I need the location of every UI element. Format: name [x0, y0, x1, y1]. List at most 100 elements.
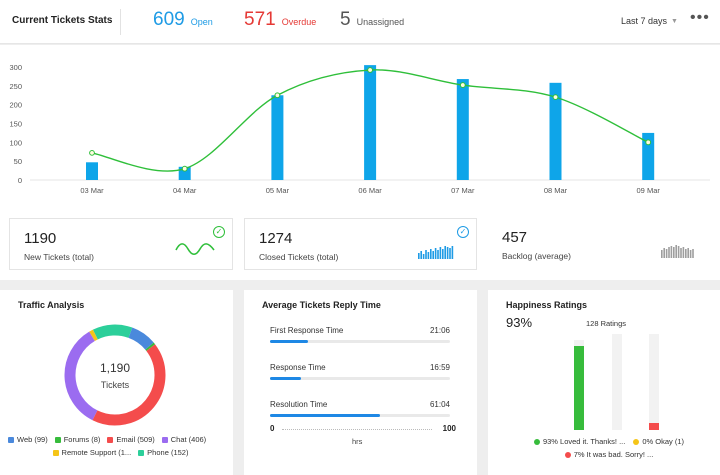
check-circle-icon: ✓ — [213, 226, 225, 238]
sparkline-bar — [446, 247, 449, 259]
closed-tickets-card[interactable]: 1274 Closed Tickets (total) ✓ — [244, 218, 477, 270]
overdue-stat[interactable]: 571 Overdue — [244, 9, 316, 31]
y-tick-label: 300 — [9, 63, 22, 72]
x-tick-label: 03 Mar — [80, 186, 104, 195]
backlog-card[interactable]: 457 Backlog (average) — [488, 218, 712, 270]
donut-segment[interactable] — [145, 342, 156, 351]
bar[interactable] — [549, 82, 562, 180]
bar[interactable] — [642, 132, 655, 180]
donut-segment[interactable] — [64, 331, 98, 421]
donut-segment[interactable] — [92, 324, 133, 340]
date-range-label: Last 7 days — [621, 16, 668, 26]
scale-max: 100 — [442, 424, 456, 433]
sparkline-bar — [439, 247, 442, 259]
sparkline-bar — [444, 246, 446, 259]
metric-track — [270, 340, 450, 343]
sparkline-bar — [449, 248, 451, 259]
sparkline-bar — [665, 249, 668, 258]
legend-label: Web (99) — [17, 435, 48, 444]
legend-swatch — [52, 449, 59, 456]
legend-dot — [533, 438, 540, 445]
trend-point[interactable] — [367, 67, 374, 73]
donut-segment[interactable] — [89, 329, 98, 342]
bar[interactable] — [364, 65, 377, 180]
traffic-analysis-panel: Traffic Analysis 1,190 Tickets Web (99) … — [0, 290, 233, 475]
new-tickets-value: 1190 — [24, 230, 57, 247]
sparkline-bar — [661, 250, 663, 258]
x-tick-label: 05 Mar — [266, 186, 290, 195]
sparkline-bar — [687, 248, 689, 258]
legend-swatch — [161, 436, 168, 443]
sparkline-bar — [442, 249, 444, 259]
new-tickets-label: New Tickets (total) — [24, 252, 94, 262]
ratings-count: 128 Ratings — [586, 319, 627, 328]
date-range-dropdown[interactable]: Last 7 days ▼ — [621, 16, 678, 26]
trend-point[interactable] — [552, 94, 559, 101]
okay-bar[interactable] — [612, 334, 622, 430]
sparkline-bar — [685, 249, 687, 258]
happiness-percent: 93% — [506, 315, 533, 330]
backlog-label: Backlog (average) — [502, 251, 571, 261]
closed-tickets-label: Closed Tickets (total) — [259, 252, 339, 262]
happiness-panel: Happiness Ratings 93% 128 Ratings 93% Lo… — [488, 290, 720, 475]
y-tick-label: 100 — [9, 138, 22, 147]
header-divider — [120, 9, 121, 35]
legend-label: 0% Okay (1) — [642, 437, 685, 446]
happiness-legend: 93% Loved it. Thanks! ... 0% Okay (1) 7%… — [498, 435, 720, 461]
trend-point[interactable] — [181, 165, 188, 172]
legend-okay[interactable]: 0% Okay (1) — [633, 435, 684, 448]
x-tick-label: 09 Mar — [637, 186, 661, 195]
donut-center-label: Tickets — [101, 380, 130, 390]
legend-chat[interactable]: Chat (406) — [161, 433, 206, 446]
new-tickets-card[interactable]: 1190 New Tickets (total) ✓ — [9, 218, 233, 270]
y-tick-label: 250 — [9, 82, 22, 91]
overdue-label: Overdue — [281, 17, 317, 27]
bar[interactable] — [456, 79, 469, 180]
more-horizontal-icon[interactable]: ••• — [690, 9, 710, 26]
tickets-chart: 0 50 100 150 200 250 300 03 Mar 04 Mar 05 Mar 06 M… — [0, 45, 720, 205]
chevron-down-icon: ▼ — [671, 17, 678, 25]
legend-loved[interactable]: 93% Loved it. Thanks! ... — [533, 435, 625, 448]
open-stat[interactable]: 609 Open — [153, 9, 213, 31]
sparkline-bar — [689, 250, 692, 258]
trend-point[interactable] — [645, 139, 652, 146]
reply-scale: 0 100 — [270, 424, 456, 436]
sparkline-bar — [427, 252, 430, 259]
legend-forums[interactable]: Forums (8) — [54, 433, 100, 446]
sparkline-bar — [682, 247, 685, 258]
trend-point[interactable] — [89, 149, 95, 156]
trend-point[interactable] — [459, 82, 466, 88]
sparkline-bar — [668, 247, 670, 258]
reply-title-prefix: Average — [262, 300, 298, 310]
legend-remote-support[interactable]: Remote Support (1... — [52, 446, 132, 459]
donut-segment[interactable] — [92, 344, 166, 426]
legend-web[interactable]: Web (99) — [8, 433, 48, 446]
metric-value: 21:06 — [429, 326, 450, 335]
loved-bar-fill — [574, 346, 584, 430]
legend-label: Email (509) — [116, 435, 155, 444]
legend-bad[interactable]: 7% It was bad. Sorry! ... — [564, 448, 653, 461]
x-tick-label: 06 Mar — [358, 186, 382, 195]
trend-point[interactable] — [274, 92, 281, 99]
sparkline-bar — [670, 246, 673, 258]
loved-bar[interactable] — [574, 340, 584, 430]
sparkline-bar — [432, 251, 434, 259]
bar[interactable] — [86, 162, 98, 180]
y-tick-label: 150 — [9, 120, 22, 129]
legend-phone[interactable]: Phone (152) — [138, 446, 188, 459]
donut-segment[interactable] — [128, 327, 154, 350]
summary-row: 1190 New Tickets (total) ✓ 1274 Closed T… — [0, 205, 720, 280]
sparkline-bar — [418, 253, 420, 259]
bad-bar[interactable] — [649, 334, 659, 430]
tickets-chart-svg: 0 50 100 150 200 250 300 03 Mar 04 Mar 05 Mar 06 M… — [9, 63, 710, 195]
sparkline-bar — [680, 248, 682, 258]
legend-label: Remote Support (1... — [61, 448, 132, 457]
unassigned-stat[interactable]: 5 Unassigned — [340, 9, 404, 31]
traffic-legend: Web (99) Forums (8) Email (509) Chat (40… — [8, 433, 233, 459]
legend-email[interactable]: Email (509) — [107, 433, 155, 446]
new-tickets-sparkline — [175, 243, 215, 256]
closed-tickets-value: 1274 — [259, 230, 293, 247]
legend-swatch — [54, 436, 61, 443]
legend-dot — [564, 451, 571, 458]
bar[interactable] — [271, 95, 284, 180]
